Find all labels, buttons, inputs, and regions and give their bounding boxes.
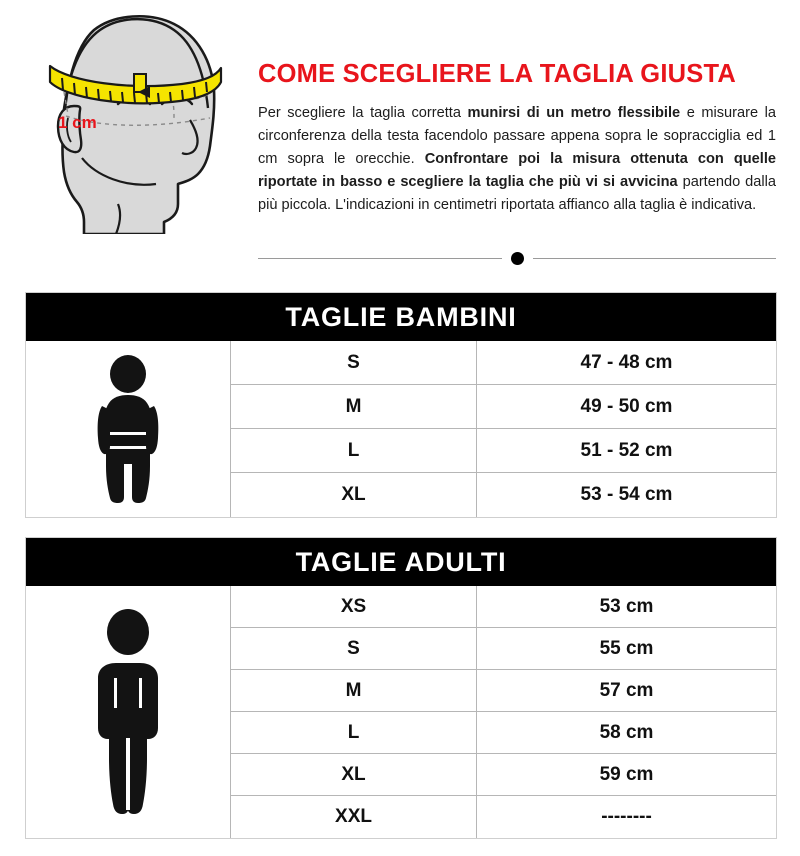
- tape-measure-label: 1 cm: [58, 113, 97, 132]
- size-measure: 59 cm: [599, 763, 654, 785]
- size-measure: 51 - 52 cm: [580, 439, 673, 461]
- table-row: XL 59 cm: [231, 754, 776, 796]
- table-row: XL 53 - 54 cm: [231, 473, 776, 517]
- size-label: M: [231, 385, 477, 428]
- adult-pictogram-icon: [98, 609, 158, 814]
- size-label: L: [231, 712, 477, 753]
- table-header-adults: TAGLIE ADULTI: [26, 538, 776, 586]
- divider-rule-right: [532, 257, 776, 259]
- child-figure-cell: [26, 341, 231, 517]
- size-measure: --------: [601, 806, 652, 827]
- size-label: XS: [231, 586, 477, 627]
- adult-figure-cell: [26, 586, 231, 838]
- size-label: M: [231, 670, 477, 711]
- measuring-tape-icon: [48, 64, 223, 105]
- size-measure: 57 cm: [599, 679, 654, 701]
- table-row: XXL --------: [231, 796, 776, 838]
- size-measure: 49 - 50 cm: [580, 395, 673, 417]
- children-rows: S 47 - 48 cm M 49 - 50 cm L 51 - 52 cm X…: [231, 341, 776, 517]
- head-measurement-illustration: 1 cm: [22, 8, 254, 234]
- divider-rule-left: [258, 257, 502, 259]
- size-measure: 55 cm: [599, 637, 654, 659]
- table-row: S 55 cm: [231, 628, 776, 670]
- child-pictogram-icon: [97, 355, 159, 503]
- size-label: XL: [231, 754, 477, 795]
- size-label: XXL: [231, 796, 477, 838]
- table-row: M 49 - 50 cm: [231, 385, 776, 429]
- table-header-children: TAGLIE BAMBINI: [26, 293, 776, 341]
- size-table-children: TAGLIE BAMBINI S: [25, 292, 777, 518]
- size-table-adults: TAGLIE ADULTI XS 53 cm: [25, 537, 777, 839]
- table-row: S 47 - 48 cm: [231, 341, 776, 385]
- table-row: XS 53 cm: [231, 586, 776, 628]
- intro-paragraph: Per scegliere la taglia corretta munirsi…: [258, 105, 777, 214]
- adults-rows: XS 53 cm S 55 cm M 57 cm L 58 cm XL 59: [231, 586, 776, 838]
- intro-section: 1 cm COME SCEGLIERE LA TAGLIA GIUSTA Per…: [0, 0, 800, 282]
- size-label: L: [231, 429, 477, 472]
- size-label: S: [231, 341, 477, 384]
- intro-text-block: COME SCEGLIERE LA TAGLIA GIUSTA Per sceg…: [258, 60, 776, 217]
- table-row: L 58 cm: [231, 712, 776, 754]
- size-measure: 47 - 48 cm: [580, 351, 673, 373]
- size-measure: 58 cm: [599, 721, 654, 743]
- section-divider: [258, 250, 776, 266]
- size-measure: 53 cm: [599, 595, 654, 617]
- page-title: COME SCEGLIERE LA TAGLIA GIUSTA: [258, 60, 736, 88]
- divider-dot-icon: [510, 251, 524, 265]
- table-row: M 57 cm: [231, 670, 776, 712]
- size-measure: 53 - 54 cm: [580, 484, 673, 505]
- size-label: S: [231, 628, 477, 669]
- table-row: L 51 - 52 cm: [231, 429, 776, 473]
- size-label: XL: [231, 473, 477, 517]
